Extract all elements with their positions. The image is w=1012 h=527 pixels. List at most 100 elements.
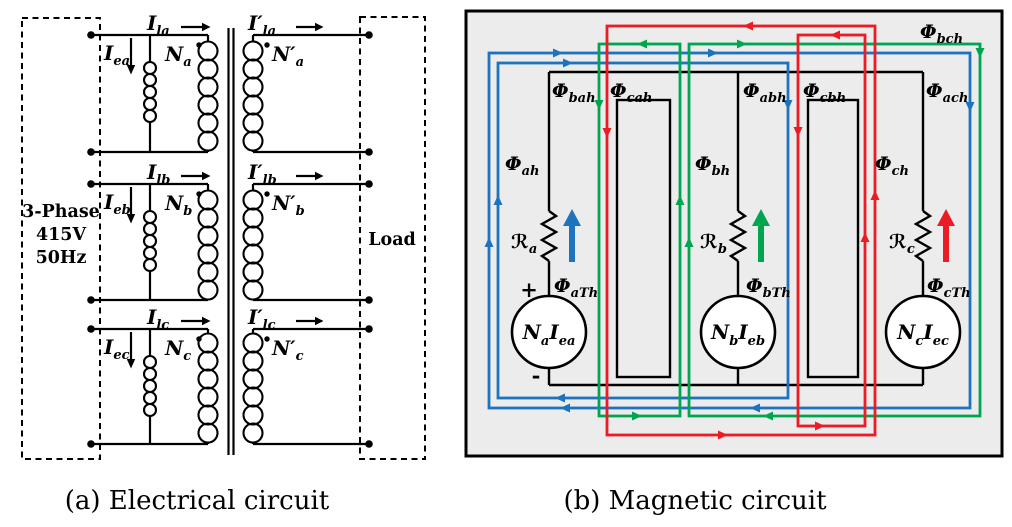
arrow-up-icon [860, 232, 870, 242]
phase-c-terminal-dots [87, 325, 373, 448]
phase-c-secondary-polarity-dot [264, 336, 270, 342]
caption-magnetic: (b) Magnetic circuit [563, 486, 827, 516]
flux-label-ach: Φach [926, 80, 968, 106]
phase-a-primary-coil [197, 40, 219, 152]
phase-b: Ilb I′lb Ieb Nb N′b [87, 160, 373, 304]
phase-a: Ila I′la Iea Na N′a [87, 11, 373, 156]
arrow-up-icon [684, 237, 694, 247]
flux-loop-cah [605, 24, 877, 437]
arrow-left-icon [750, 403, 760, 413]
reluctance-a-label: ℛa [511, 231, 537, 257]
arrow-down-icon [793, 127, 803, 137]
arrow-left-icon [830, 30, 840, 40]
phase-c-secondary-turns-label: N′c [271, 336, 304, 364]
source-label-line2: 415V [36, 225, 87, 245]
phase-b-line-current-label: Ilb [146, 160, 170, 188]
phase-c-exc-current-arrow [126, 332, 136, 369]
phase-b-exc-current-label: Ieb [103, 190, 131, 218]
core-network [510, 70, 962, 387]
flux-label-bch: Φbch [920, 21, 963, 47]
phase-b-exc-current-arrow [126, 187, 136, 224]
flux-label-ch: Φch [875, 153, 909, 179]
mmf-source-a-circle [510, 294, 588, 370]
flux-loop-abh [496, 61, 790, 400]
phase-b-magnetizing-coil [142, 209, 158, 273]
limb-c-flux-arrow-icon [937, 209, 955, 262]
limb-b-flux-arrow-icon [752, 209, 770, 262]
arrow-left-icon [763, 411, 773, 421]
phase-b-wires [91, 182, 369, 302]
arrow-right-icon [632, 411, 642, 421]
arrow-down-icon [602, 128, 612, 138]
load-label: Load [368, 230, 416, 250]
reluctance-b-label: ℛb [700, 231, 727, 257]
core-window-right [806, 98, 860, 379]
mmf-source-c-label: NcIec [896, 320, 949, 349]
arrow-down-icon [975, 48, 985, 58]
reluctance-c-resistor [913, 210, 933, 262]
phase-c-primary-polarity-dot [196, 336, 202, 342]
flux-loops-phase-a [487, 51, 972, 410]
phase-c-sec-current-arrow [296, 316, 324, 326]
phase-a-secondary-turns-label: N′a [271, 42, 304, 70]
phase-c-line-current-arrow [181, 316, 211, 326]
mmf-source-c-circle [884, 294, 962, 370]
phase-c-exc-current-label: Iec [103, 335, 130, 363]
phase-a-terminal-dots [87, 31, 373, 156]
flux-label-cah: Φcah [610, 80, 652, 106]
phase-c: Ilc I′lc Iec Nc N′c [87, 305, 373, 448]
limb-a-flux-arrow-icon [563, 209, 581, 262]
flux-label-aTh: ΦaTh [554, 275, 598, 301]
arrow-up-icon [493, 195, 503, 205]
phase-b-terminal-dots [87, 180, 373, 304]
arrow-right-icon [708, 48, 718, 58]
core-yokes [549, 70, 923, 387]
arrow-right-icon [553, 48, 563, 58]
arrow-up-icon [675, 195, 685, 205]
phase-a-exc-current-label: Iea [103, 41, 130, 69]
magnetic-panel: Φbch Φbah Φcah Φabh Φcbh Φach Φah Φbh Φc… [464, 9, 1004, 458]
phase-a-magnetizing-coil [142, 60, 158, 124]
phase-c-wires [91, 327, 369, 446]
phase-a-sec-current-label: I′la [247, 11, 276, 39]
arrow-right-icon [563, 58, 573, 68]
flux-arrows-phase-c [602, 21, 880, 440]
phase-c-line-current-label: Ilc [146, 305, 169, 333]
phase-c-primary-coil [197, 332, 219, 444]
core-window-left [615, 98, 672, 379]
mmf-plus-sign: + [520, 277, 538, 302]
reluctance-c-label: ℛc [889, 231, 915, 257]
phase-a-wires [91, 33, 369, 154]
source-label-line3: 50Hz [36, 248, 87, 268]
magnetic-panel-frame [464, 9, 1004, 458]
mmf-source-a-label: NaIea [522, 320, 576, 349]
phase-a-exc-current-arrow [126, 38, 136, 75]
mmf-source-b-circle [699, 294, 777, 370]
arrow-down-icon [965, 102, 975, 112]
flux-loop-ach [487, 51, 972, 410]
phase-b-secondary-polarity-dot [264, 191, 270, 197]
arrow-left-icon [637, 39, 647, 49]
arrow-right-icon [718, 430, 728, 440]
arrow-down-icon [783, 100, 793, 110]
flux-loop-bch [687, 42, 982, 418]
phase-a-line-current-label: Ila [146, 11, 170, 39]
three-phase-source-box [21, 17, 101, 460]
flux-label-cTh: ΦcTh [927, 275, 971, 301]
phase-b-line-current-arrow [181, 171, 211, 181]
flux-label-bh: Φbh [695, 153, 730, 179]
caption-electrical: (a) Electrical circuit [65, 486, 330, 516]
phase-c-magnetizing-coil [142, 354, 158, 418]
arrow-up-icon [870, 190, 880, 200]
phase-a-primary-turns-label: Na [164, 42, 192, 70]
phase-b-secondary-turns-label: N′b [271, 191, 305, 219]
arrow-up-icon [484, 237, 494, 247]
flux-label-abh: Φabh [743, 80, 787, 106]
transformer-core [227, 28, 235, 455]
phase-a-sec-current-arrow [296, 22, 324, 32]
arrow-left-icon [743, 21, 753, 31]
arrow-left-icon [560, 403, 570, 413]
electrical-panel: 3-Phase 415V 50Hz Load Ila I′la Iea Na N… [21, 11, 426, 460]
